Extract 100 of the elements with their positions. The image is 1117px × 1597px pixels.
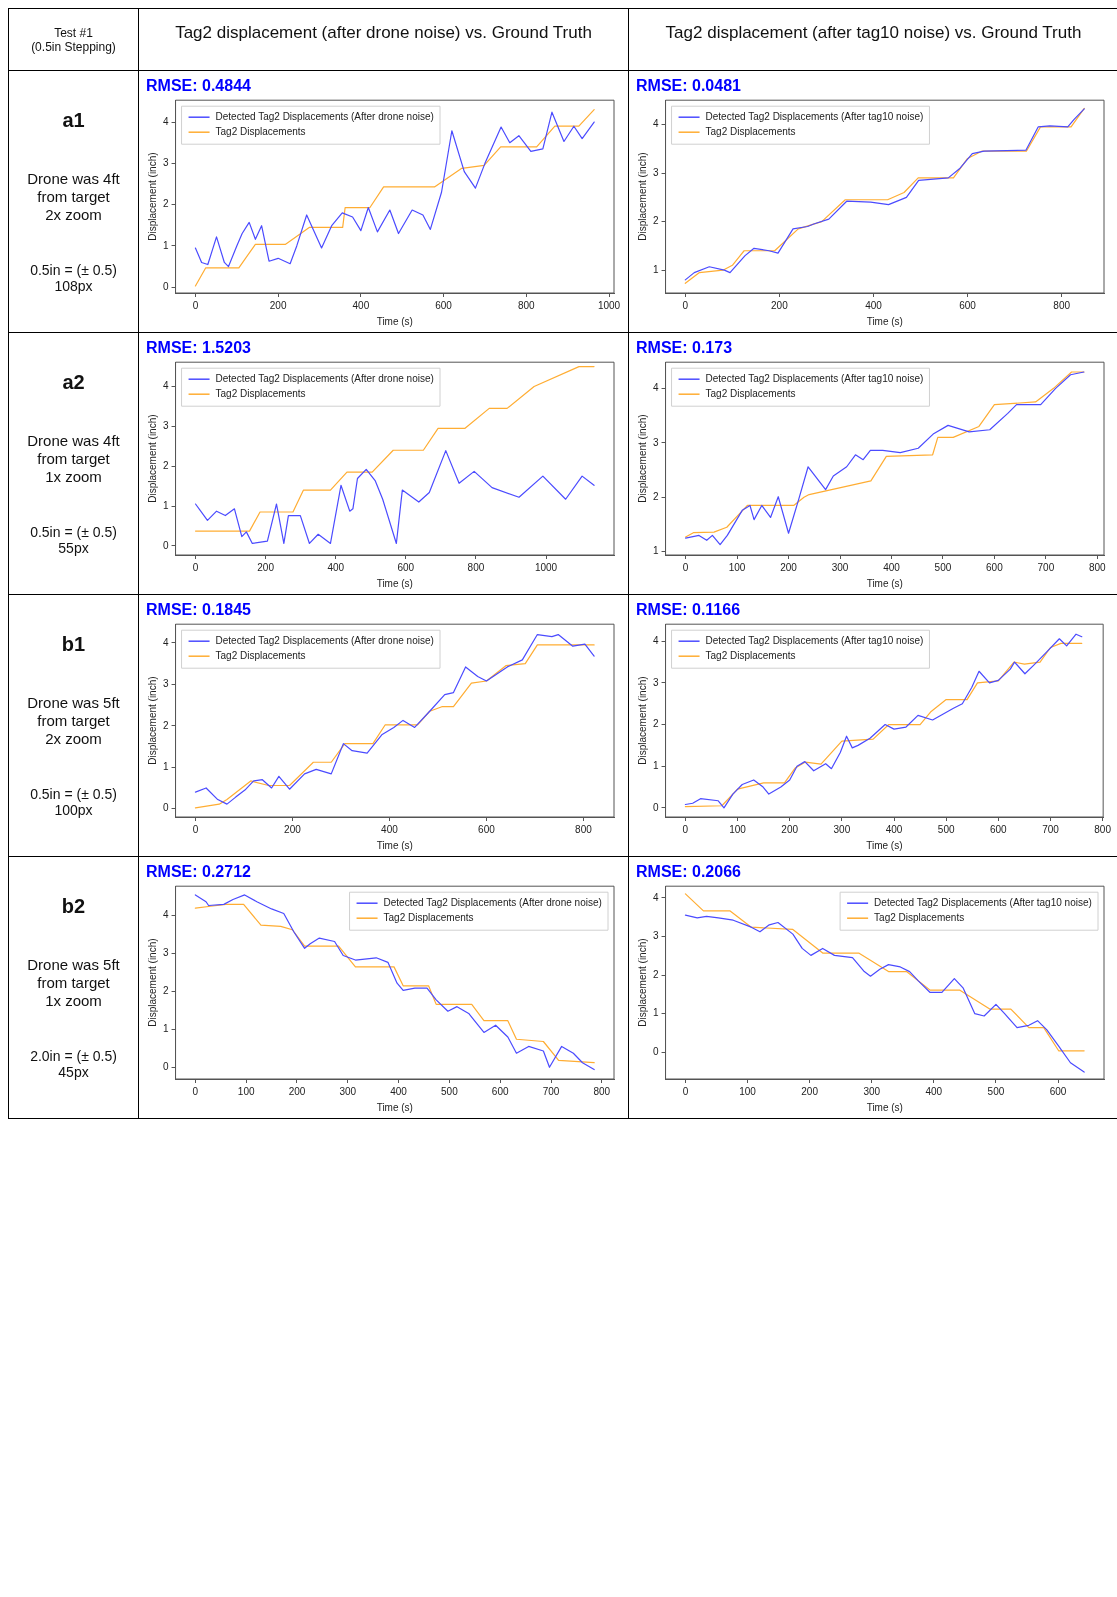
x-tick-label: 400 [380, 823, 398, 835]
chart-title: RMSE: 0.2066 [635, 862, 741, 880]
y-tick-label: 1 [652, 759, 659, 771]
y-tick-label: 0 [652, 1045, 659, 1057]
legend-label: Tag2 Displacements [215, 125, 306, 137]
x-tick-label: 600 [985, 561, 1003, 573]
x-tick-label: 0 [682, 823, 689, 835]
y-tick-label: 4 [162, 636, 169, 648]
x-tick-label: 0 [682, 299, 689, 311]
y-tick-label: 1 [162, 760, 169, 772]
text: Drone was 5ft from target [26, 956, 121, 992]
y-tick-label: 3 [162, 677, 169, 689]
legend-label: Tag2 Displacements [873, 911, 964, 923]
text: 0.5in = (± 0.5) 55px [29, 524, 118, 556]
x-tick-label: 1000 [534, 561, 558, 573]
x-tick-label: 600 [491, 1085, 509, 1097]
y-tick-label: 1 [162, 1022, 169, 1034]
y-tick-label: 2 [162, 197, 169, 209]
legend-label: Tag2 Displacements [705, 387, 796, 399]
y-tick-label: 2 [652, 490, 659, 502]
text: 1x zoom [44, 992, 103, 1010]
legend-label: Tag2 Displacements [705, 125, 796, 137]
y-tick-label: 1 [652, 1006, 659, 1018]
x-tick-label: 200 [256, 561, 274, 573]
text: Drone was 4ft from target [26, 432, 121, 468]
y-tick-label: 4 [652, 634, 659, 646]
y-tick-label: 1 [162, 239, 169, 251]
y-axis-title: Displacement (inch) [146, 675, 158, 765]
y-tick-label: 1 [162, 499, 169, 511]
x-tick-label: 600 [477, 823, 495, 835]
x-tick-label: 500 [937, 823, 955, 835]
x-tick-label: 400 [352, 299, 370, 311]
text: Test #1 [53, 25, 94, 40]
y-tick-label: 3 [162, 419, 169, 431]
chart-title: RMSE: 0.4844 [145, 76, 251, 94]
legend-label: Tag2 Displacements [705, 649, 796, 661]
y-tick-label: 4 [652, 117, 659, 129]
x-tick-label: 0 [192, 823, 199, 835]
y-tick-label: 2 [162, 459, 169, 471]
x-tick-label: 0 [682, 561, 689, 573]
x-tick-label: 200 [770, 299, 788, 311]
chart-title: RMSE: 0.1166 [635, 600, 740, 618]
x-tick-label: 300 [831, 561, 849, 573]
x-axis-title: Time (s) [866, 577, 903, 589]
x-tick-label: 200 [269, 299, 287, 311]
y-axis-title: Displacement (inch) [146, 413, 158, 503]
text: b2 [61, 895, 86, 918]
y-tick-label: 3 [652, 166, 659, 178]
legend-label: Tag2 Displacements [383, 911, 474, 923]
legend-label: Tag2 Displacements [215, 387, 306, 399]
x-tick-label: 300 [862, 1085, 881, 1097]
text: b1 [61, 633, 86, 656]
x-tick-label: 200 [288, 1085, 306, 1097]
x-tick-label: 100 [728, 823, 746, 835]
x-tick-label: 800 [574, 823, 592, 835]
x-tick-label: 300 [833, 823, 851, 835]
y-tick-label: 4 [652, 891, 659, 903]
legend-label: Detected Tag2 Displacements (After drone noise) [215, 110, 434, 122]
text: 0.5in = (± 0.5) 100px [29, 786, 118, 818]
y-tick-label: 1 [652, 263, 659, 275]
x-tick-label: 600 [396, 561, 415, 573]
x-tick-label: 100 [237, 1085, 255, 1097]
y-tick-label: 2 [162, 984, 169, 996]
y-tick-label: 0 [652, 801, 659, 813]
legend-label: Detected Tag2 Displacements (After tag10 noise) [705, 634, 923, 646]
text: Drone was 4ft from target [26, 170, 121, 206]
x-tick-label: 800 [467, 561, 485, 573]
x-tick-label: 400 [864, 299, 882, 311]
y-axis-title: Displacement (inch) [146, 937, 158, 1027]
text: 1x zoom [44, 468, 103, 486]
y-tick-label: 0 [162, 280, 169, 292]
x-tick-label: 500 [987, 1085, 1005, 1097]
y-tick-label: 3 [652, 676, 659, 688]
y-axis-title: Displacement (inch) [636, 151, 648, 241]
y-tick-label: 2 [652, 214, 659, 226]
x-tick-label: 400 [389, 1085, 407, 1097]
x-tick-label: 600 [434, 299, 452, 311]
x-tick-label: 400 [326, 561, 345, 573]
x-tick-label: 100 [728, 561, 746, 573]
chart-title: RMSE: 0.1845 [145, 600, 251, 618]
x-tick-label: 800 [1093, 823, 1111, 835]
x-tick-label: 0 [192, 1085, 199, 1097]
y-tick-label: 3 [652, 929, 659, 941]
x-tick-label: 400 [885, 823, 903, 835]
y-axis-title: Displacement (inch) [146, 151, 158, 241]
y-tick-label: 3 [162, 156, 169, 168]
x-tick-label: 700 [1041, 823, 1059, 835]
legend-label: Detected Tag2 Displacements (After drone noise) [215, 634, 434, 646]
x-axis-title: Time (s) [866, 315, 903, 327]
y-tick-label: 2 [652, 968, 659, 980]
y-tick-label: 1 [652, 544, 659, 556]
x-tick-label: 600 [958, 299, 976, 311]
legend-label: Detected Tag2 Displacements (After drone noise) [383, 896, 602, 908]
x-axis-title: Time (s) [376, 839, 413, 851]
y-tick-label: 0 [162, 539, 169, 551]
chart-title: RMSE: 1.5203 [145, 338, 251, 356]
y-axis-title: Displacement (inch) [636, 675, 648, 765]
x-tick-label: 300 [338, 1085, 357, 1097]
y-tick-label: 4 [162, 908, 169, 920]
x-tick-label: 0 [192, 299, 199, 311]
